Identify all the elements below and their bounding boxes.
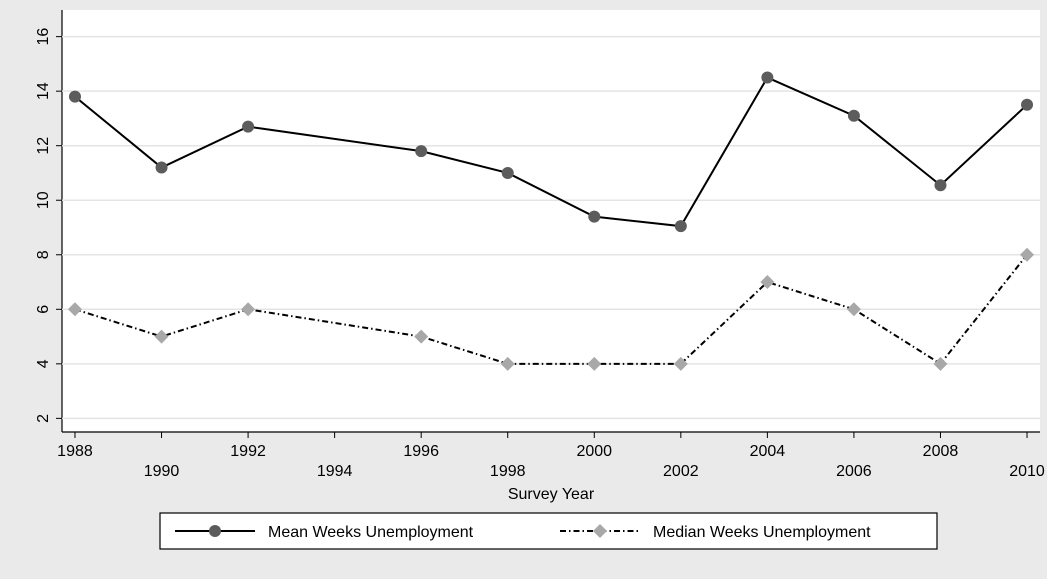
- x-tick-label: 1990: [144, 463, 180, 480]
- x-tick-label: 2010: [1009, 463, 1045, 480]
- marker: [934, 179, 947, 192]
- y-tick-label: 16: [35, 28, 52, 46]
- marker: [242, 120, 255, 133]
- y-tick-label: 4: [35, 359, 52, 368]
- marker: [847, 109, 860, 122]
- x-axis-title: Survey Year: [508, 486, 595, 503]
- marker: [674, 220, 687, 233]
- y-tick-label: 8: [35, 250, 52, 259]
- marker: [588, 210, 601, 223]
- marker: [500, 356, 515, 371]
- plot-area: [62, 10, 1040, 432]
- marker: [1021, 98, 1034, 111]
- marker: [760, 275, 775, 290]
- marker: [415, 145, 428, 158]
- marker: [933, 356, 948, 371]
- y-tick-label: 10: [35, 191, 52, 209]
- marker: [673, 356, 688, 371]
- legend-marker: [209, 525, 221, 537]
- marker: [155, 161, 168, 174]
- marker: [501, 166, 514, 179]
- x-tick-label: 1992: [230, 443, 266, 460]
- legend-marker: [593, 524, 607, 538]
- x-tick-label: 2004: [750, 443, 786, 460]
- x-tick-label: 2002: [663, 463, 699, 480]
- x-tick-label: 1996: [403, 443, 439, 460]
- marker: [1020, 247, 1035, 262]
- marker: [67, 302, 82, 317]
- marker: [761, 71, 774, 84]
- y-tick-label: 2: [35, 414, 52, 423]
- y-tick-label: 12: [35, 137, 52, 155]
- x-tick-label: 2000: [576, 443, 612, 460]
- legend: [159, 512, 938, 550]
- marker: [587, 356, 602, 371]
- x-tick-label: 1994: [317, 463, 353, 480]
- legend-label: Median Weeks Unemployment: [653, 524, 871, 541]
- marker: [241, 302, 256, 317]
- series-line: [74, 254, 1028, 366]
- x-tick-label: 1998: [490, 463, 526, 480]
- marker: [414, 329, 429, 344]
- x-tick-label: 2008: [923, 443, 959, 460]
- marker: [68, 90, 81, 103]
- marker: [154, 329, 169, 344]
- legend-label: Mean Weeks Unemployment: [268, 524, 474, 541]
- y-tick-label: 14: [35, 82, 52, 100]
- x-tick-label: 1988: [57, 443, 93, 460]
- marker: [846, 302, 861, 317]
- y-tick-label: 6: [35, 305, 52, 314]
- x-tick-label: 2006: [836, 463, 872, 480]
